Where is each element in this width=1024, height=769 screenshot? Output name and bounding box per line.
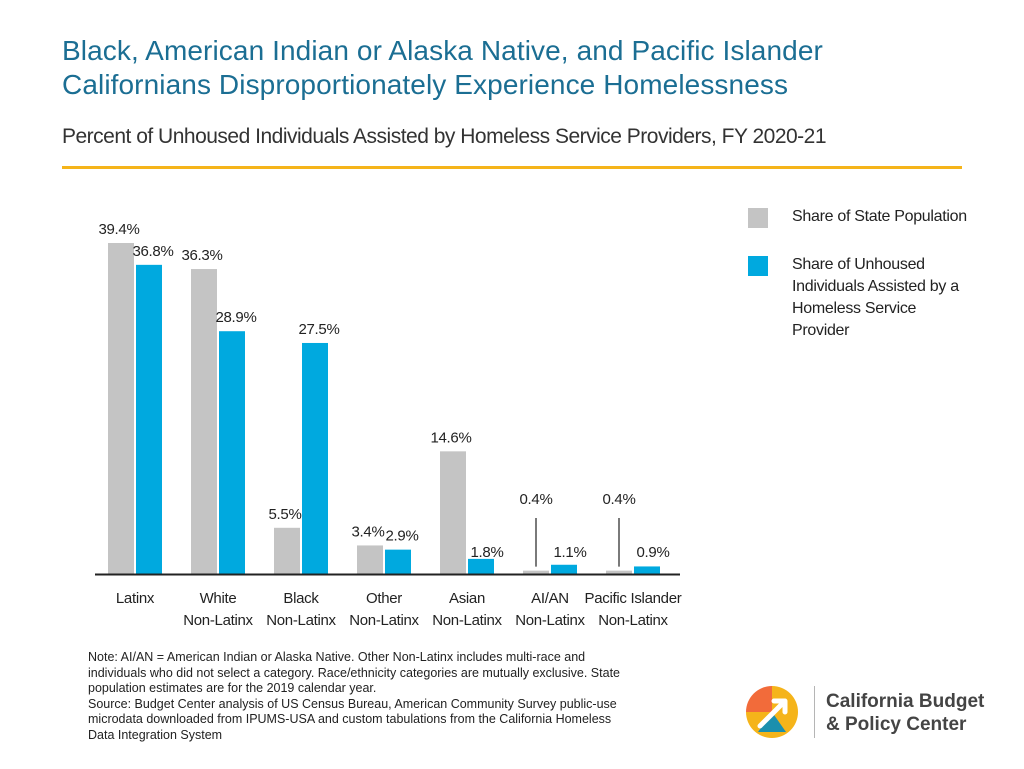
category-label-1-1: Non-Latinx <box>183 612 253 629</box>
category-label-0-0: Latinx <box>116 590 155 607</box>
note-line-4: Source: Budget Center analysis of US Cen… <box>88 696 617 711</box>
category-label-2-0: Black <box>283 590 319 607</box>
data-label-unhoused-4: 1.8% <box>471 544 504 561</box>
legend-label-unhoused-line-4: Provider <box>792 322 850 339</box>
bar-state-population-5 <box>523 570 549 574</box>
data-label-state-population-3: 3.4% <box>352 523 385 540</box>
data-label-unhoused-1: 28.9% <box>215 309 256 326</box>
category-label-5-0: AI/AN <box>531 590 569 607</box>
bar-state-population-0 <box>108 243 134 574</box>
category-label-6-0: Pacific Islander <box>585 590 682 607</box>
category-label-2-1: Non-Latinx <box>266 612 336 629</box>
legend-swatch-unhoused <box>748 256 768 276</box>
data-label-unhoused-3: 2.9% <box>386 528 419 545</box>
chart-title-line-1: Black, American Indian or Alaska Native,… <box>62 35 823 66</box>
bar-unhoused-0 <box>136 264 162 574</box>
logo-text-line-1: California Budget <box>826 691 985 712</box>
organization-logo: California Budget & Policy Center <box>740 680 990 744</box>
data-label-state-population-2: 5.5% <box>269 506 302 523</box>
data-label-state-population-5: 0.4% <box>520 491 553 508</box>
category-label-3-0: Other <box>366 590 402 607</box>
data-label-unhoused-5: 1.1% <box>554 544 587 561</box>
data-label-unhoused-0: 36.8% <box>132 243 173 260</box>
category-label-4-1: Non-Latinx <box>432 612 502 629</box>
chart-subtitle: Percent of Unhoused Individuals Assisted… <box>62 125 827 148</box>
bar-state-population-4 <box>440 451 466 574</box>
bar-unhoused-5 <box>551 564 577 574</box>
bar-unhoused-2 <box>302 342 328 574</box>
category-label-1-0: White <box>200 590 237 607</box>
note-line-1: Note: AI/AN = American Indian or Alaska … <box>88 650 586 664</box>
legend-label-state-population-line-1: Share of State Population <box>792 208 967 225</box>
bar-unhoused-4 <box>468 558 494 574</box>
chart-title: Black, American Indian or Alaska Native,… <box>62 34 982 102</box>
legend-swatch-state-population <box>748 208 768 228</box>
logo-mark-icon <box>746 686 798 738</box>
legend-label-unhoused-line-3: Homeless Service <box>792 300 917 317</box>
title-divider <box>62 166 962 169</box>
category-label-6-1: Non-Latinx <box>598 612 668 629</box>
note-line-5: microdata downloaded from IPUMS-USA and … <box>88 712 612 726</box>
data-label-unhoused-2: 27.5% <box>298 321 339 338</box>
category-label-4-0: Asian <box>449 590 485 607</box>
note-line-3: population estimates are for the 2019 ca… <box>88 681 377 695</box>
bar-state-population-1 <box>191 269 217 574</box>
bar-unhoused-6 <box>634 566 660 574</box>
note-line-2: individuals who did not select a categor… <box>88 665 620 680</box>
bar-unhoused-1 <box>219 331 245 574</box>
legend: Share of State Population Share of Unhou… <box>748 206 988 368</box>
chart-title-line-2: Californians Disproportionately Experien… <box>62 69 789 100</box>
category-label-3-1: Non-Latinx <box>349 612 419 629</box>
note-line-6: Data Integration System <box>88 727 223 742</box>
data-label-unhoused-6: 0.9% <box>637 544 670 561</box>
bar-state-population-6 <box>606 570 632 574</box>
bar-state-population-2 <box>274 527 300 574</box>
data-label-state-population-0: 39.4% <box>98 221 139 238</box>
data-label-state-population-4: 14.6% <box>430 429 471 446</box>
bar-unhoused-3 <box>385 549 411 574</box>
legend-item-unhoused: Share of Unhoused Individuals Assisted b… <box>748 254 988 342</box>
logo-text: California Budget & Policy Center <box>826 690 984 736</box>
bar-state-population-3 <box>357 545 383 574</box>
legend-label-unhoused-line-1: Share of Unhoused <box>792 256 925 273</box>
data-label-state-population-1: 36.3% <box>181 247 222 264</box>
category-label-5-1: Non-Latinx <box>515 612 585 629</box>
legend-item-state-population: Share of State Population <box>748 206 988 228</box>
logo-text-line-2: & Policy Center <box>826 714 967 735</box>
logo-divider <box>814 686 815 738</box>
chart-note: Note: AI/AN = American Indian or Alaska … <box>88 650 718 743</box>
legend-label-unhoused-line-2: Individuals Assisted by a <box>792 278 959 295</box>
data-label-state-population-6: 0.4% <box>603 491 636 508</box>
